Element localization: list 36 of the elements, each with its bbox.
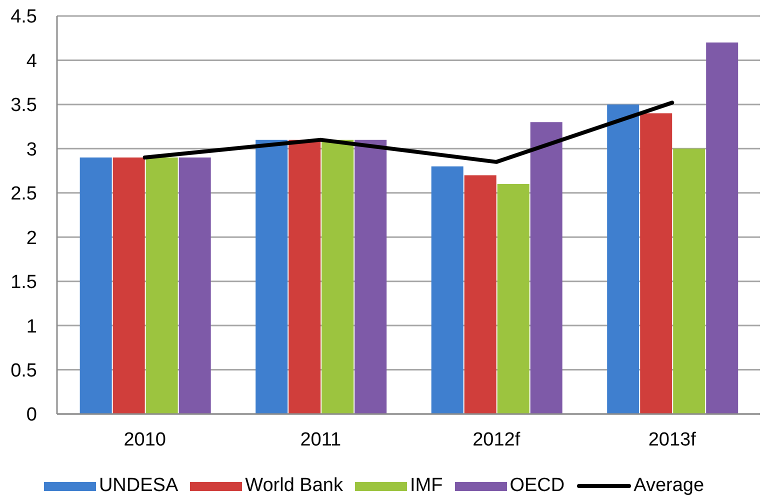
bar	[146, 158, 178, 414]
y-tick-label: 3.5	[10, 95, 37, 116]
bar	[178, 158, 211, 414]
y-tick-label: 1	[26, 316, 37, 338]
x-tick-label: 2013f	[648, 429, 697, 450]
bar	[322, 140, 354, 414]
bar	[530, 122, 562, 414]
bar	[80, 158, 112, 414]
legend-label: UNDESA	[98, 475, 178, 497]
x-tick-label: 2012f	[472, 429, 521, 450]
y-tick-label: 0	[26, 404, 37, 426]
line-series	[142, 100, 674, 164]
bar	[256, 140, 288, 414]
bar	[640, 113, 672, 414]
bar	[464, 175, 496, 414]
bar	[431, 166, 464, 414]
y-tick-label: 2	[26, 228, 37, 249]
bar	[288, 140, 321, 414]
bar	[354, 140, 387, 414]
bar	[706, 42, 738, 414]
legend-label: OECD	[510, 475, 565, 497]
legend-label: Average	[634, 475, 704, 497]
y-tick-label: 4.5	[10, 6, 37, 28]
bar	[497, 184, 530, 414]
legend-label: World Bank	[245, 475, 343, 497]
x-tick-label: 2011	[300, 429, 342, 450]
legend-label: IMF	[410, 475, 443, 497]
bar	[673, 148, 706, 414]
y-tick-label: 3	[26, 139, 37, 160]
bar	[112, 158, 145, 414]
y-tick-label: 2.5	[10, 184, 37, 205]
y-tick-label: 0.5	[10, 360, 37, 382]
x-tick-label: 2010	[124, 429, 166, 450]
bar	[607, 104, 640, 414]
y-tick-label: 1.5	[10, 272, 37, 294]
y-tick-label: 4	[26, 50, 38, 72]
